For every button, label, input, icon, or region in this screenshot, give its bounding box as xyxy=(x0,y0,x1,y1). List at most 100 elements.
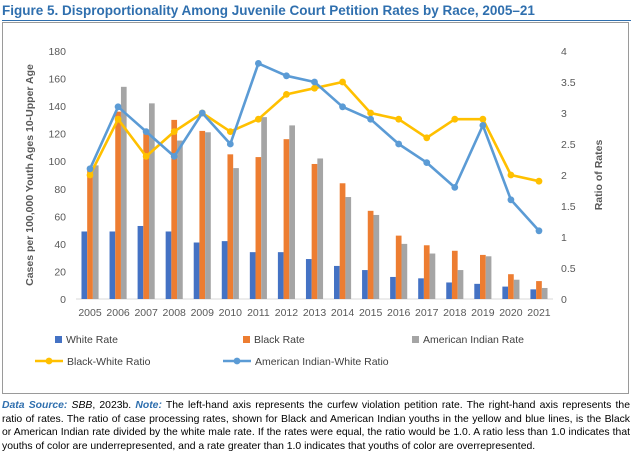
bar xyxy=(480,254,486,299)
y-axis-title: Cases per 100,000 Youth Ages 10-Upper Ag… xyxy=(24,64,36,286)
legend-swatch xyxy=(243,336,250,343)
legend-label: Black Rate xyxy=(254,334,305,346)
line-point xyxy=(367,115,375,123)
line-point xyxy=(86,165,94,173)
y2-tick-label: 3.5 xyxy=(561,77,576,89)
line-point xyxy=(423,159,431,167)
bar xyxy=(401,243,408,299)
legend-label: American Indian Rate xyxy=(423,334,524,346)
line-point xyxy=(170,128,178,136)
line-point xyxy=(226,128,234,136)
bar xyxy=(277,252,284,299)
bar xyxy=(289,125,295,300)
line-point xyxy=(198,109,206,117)
bar xyxy=(451,250,458,299)
note-label: Note: xyxy=(135,400,162,411)
y-tick-label: 160 xyxy=(48,74,66,86)
x-tick-label: 2006 xyxy=(106,307,130,319)
legend-label: American Indian-White Ratio xyxy=(255,356,389,368)
bar xyxy=(137,225,144,299)
bar xyxy=(305,259,312,299)
line-point xyxy=(254,115,262,123)
line-point xyxy=(254,60,262,67)
bar xyxy=(429,253,436,299)
bar xyxy=(177,140,183,299)
bar xyxy=(345,197,352,299)
y-tick-label: 20 xyxy=(54,266,66,278)
bar xyxy=(255,157,262,299)
y2-tick-label: 3 xyxy=(561,108,567,120)
bar xyxy=(205,132,211,299)
y2-axis-title: Ratio of Rates xyxy=(593,140,605,211)
bar xyxy=(339,183,346,299)
y-tick-label: 0 xyxy=(60,294,66,306)
bar xyxy=(87,166,93,299)
line-point xyxy=(367,109,375,117)
bar xyxy=(362,270,368,299)
y2-tick-label: 2 xyxy=(561,170,567,182)
line-point xyxy=(395,140,403,148)
line-point xyxy=(283,72,290,80)
bar xyxy=(485,256,492,299)
x-tick-label: 2005 xyxy=(78,307,102,319)
bar xyxy=(541,287,548,299)
y-tick-label: 60 xyxy=(54,211,66,223)
bar xyxy=(536,281,542,299)
line-point xyxy=(114,103,122,111)
bar xyxy=(120,86,127,299)
y2-tick-label: 0.5 xyxy=(561,263,576,275)
y2-tick-label: 2.5 xyxy=(561,139,576,151)
line-point xyxy=(311,84,318,92)
bar xyxy=(148,103,155,299)
y-tick-label: 120 xyxy=(48,129,66,141)
bar xyxy=(317,158,324,299)
bar xyxy=(502,286,509,299)
y-tick-label: 140 xyxy=(48,101,66,113)
chart-frame xyxy=(2,22,629,394)
line-point xyxy=(479,115,487,123)
bar xyxy=(227,154,234,299)
x-tick-label: 2012 xyxy=(275,307,299,319)
x-tick-label: 2008 xyxy=(163,307,187,319)
figure-note: Data Source: SBB, 2023b. Note: The left-… xyxy=(2,399,630,453)
y-tick-label: 40 xyxy=(54,239,66,251)
bar xyxy=(165,231,172,299)
bar xyxy=(474,283,481,299)
x-tick-label: 2020 xyxy=(499,307,523,319)
bar xyxy=(367,210,374,299)
bar xyxy=(193,242,200,299)
y-tick-label: 100 xyxy=(48,156,66,168)
bar xyxy=(92,165,99,299)
x-tick-label: 2019 xyxy=(471,307,495,319)
note-source-label: Data Source: xyxy=(2,400,68,411)
y-tick-label: 180 xyxy=(48,46,66,58)
bar xyxy=(261,117,267,299)
bar xyxy=(390,276,396,299)
bar xyxy=(109,231,116,299)
note-source-ref: SBB xyxy=(71,400,93,411)
bar xyxy=(221,241,228,299)
bar xyxy=(81,231,88,299)
x-tick-label: 2017 xyxy=(415,307,439,319)
bar xyxy=(249,252,256,299)
figure-title: Figure 5. Disproportionality Among Juven… xyxy=(2,2,631,21)
bar xyxy=(457,270,464,299)
y2-tick-label: 1.5 xyxy=(561,201,576,213)
legend-marker xyxy=(45,357,53,365)
line-point xyxy=(339,78,346,86)
bar xyxy=(395,235,402,299)
x-tick-label: 2015 xyxy=(359,307,383,319)
x-tick-label: 2018 xyxy=(443,307,467,319)
line-point xyxy=(535,177,543,185)
y2-tick-label: 4 xyxy=(561,46,567,58)
line-point xyxy=(423,134,431,142)
bar xyxy=(311,163,318,299)
line-point xyxy=(451,115,459,123)
x-tick-label: 2021 xyxy=(527,307,551,319)
x-tick-label: 2014 xyxy=(331,307,355,319)
legend-swatch xyxy=(412,336,419,343)
line-point xyxy=(535,227,543,235)
bar xyxy=(143,130,149,299)
bar xyxy=(115,111,121,299)
legend-swatch xyxy=(55,336,62,343)
